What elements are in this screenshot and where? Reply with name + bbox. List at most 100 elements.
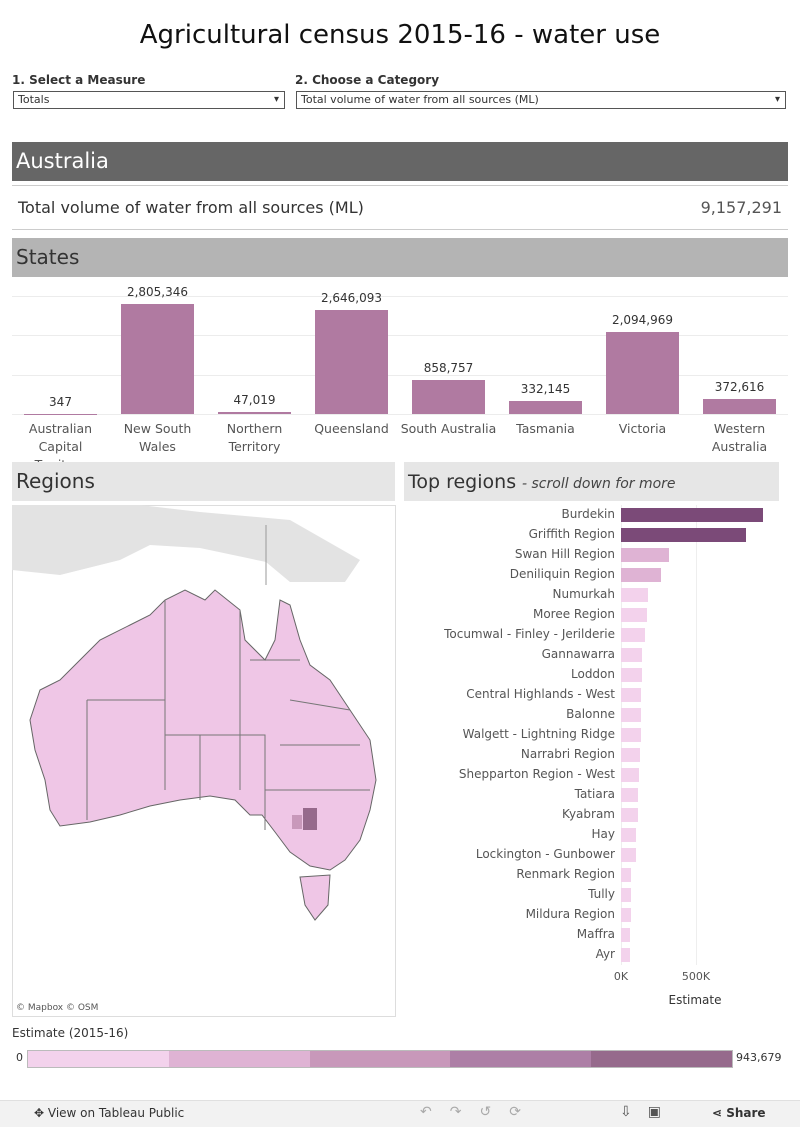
category-label: Mildura Region xyxy=(525,907,615,921)
bar xyxy=(621,848,636,862)
bar xyxy=(605,331,680,414)
toolbar-icons[interactable]: ⇩▣ xyxy=(620,1104,677,1120)
category-label: Hay xyxy=(591,827,615,841)
category-label: Queensland xyxy=(314,421,389,436)
bar xyxy=(621,508,763,522)
category-label: New South Wales xyxy=(123,421,192,454)
category-label: Tocumwal - Finley - Jerilderie xyxy=(444,627,615,641)
grid-line xyxy=(12,335,788,337)
category-label: Tully xyxy=(588,887,615,901)
category-label: Griffith Region xyxy=(528,527,615,541)
bar xyxy=(508,400,583,414)
bar xyxy=(621,688,641,702)
region-highlight xyxy=(303,808,317,830)
grid-line xyxy=(696,505,697,965)
value-label: 332,145 xyxy=(520,381,571,396)
bar xyxy=(120,303,195,414)
bar xyxy=(621,648,642,662)
category-label: Western Australia xyxy=(711,421,768,454)
bar xyxy=(621,608,647,622)
bar xyxy=(621,868,632,882)
share-text[interactable]: Share xyxy=(726,1106,766,1120)
footer xyxy=(0,1100,800,1127)
value-label: 2,646,093 xyxy=(320,290,383,305)
category-label: Tasmania xyxy=(516,421,575,436)
filter-dropdown[interactable]: Totals xyxy=(13,91,285,109)
category-label: Numurkah xyxy=(552,587,615,601)
bar xyxy=(621,888,632,902)
filter-label: 1. Select a Measure xyxy=(12,73,146,87)
section-header: Australia xyxy=(12,142,788,181)
value-label: 858,757 xyxy=(423,361,474,376)
category-label: Narrabri Region xyxy=(520,747,615,761)
category-label: Maffra xyxy=(576,927,615,941)
bar xyxy=(621,768,639,782)
bar xyxy=(621,828,636,842)
summary-measure: Total volume of water from all sources (… xyxy=(18,198,364,217)
bar xyxy=(621,808,638,822)
footer-link-text[interactable]: View on Tableau Public xyxy=(47,1106,185,1120)
bar xyxy=(621,528,746,542)
map-attribution: © Mapbox © OSM xyxy=(16,1003,99,1013)
bar xyxy=(621,928,630,942)
bar xyxy=(621,568,662,582)
bar xyxy=(621,948,630,962)
icon: ✥ xyxy=(34,1106,48,1120)
icon: ⋖ xyxy=(712,1106,727,1120)
category-label: Gannawarra xyxy=(541,647,615,661)
category-label: Burdekin xyxy=(561,507,615,521)
region-highlight xyxy=(292,815,302,829)
tasmania-shape xyxy=(299,874,331,921)
footer-link[interactable]: ✥ View on Tableau Public xyxy=(34,1106,184,1120)
category-label: South Australia xyxy=(400,421,497,436)
value-label: 2,094,969 xyxy=(611,312,674,327)
category-label: Walgett - Lightning Ridge xyxy=(462,727,615,741)
category-label: Central Highlands - West xyxy=(466,687,615,701)
value-label: 347 xyxy=(49,394,72,409)
page-title: Agricultural census 2015-16 - water use xyxy=(139,20,661,50)
bar xyxy=(621,548,669,562)
grid-line xyxy=(12,374,788,376)
bar xyxy=(621,748,641,762)
filter-label: 2. Choose a Category xyxy=(295,73,440,87)
x-tick-label: 500K xyxy=(681,970,711,983)
legend-max: 943,679 xyxy=(736,1051,782,1064)
share-button[interactable]: ⋖ Share xyxy=(712,1106,766,1120)
value-label: 372,616 xyxy=(714,380,765,395)
category-label: Tatiara xyxy=(574,787,615,801)
summary-value: 9,157,291 xyxy=(700,198,782,217)
legend-title: Estimate (2015-16) xyxy=(12,1026,129,1040)
category-label: Deniliquin Region xyxy=(509,567,615,581)
category-label: Balonne xyxy=(566,707,615,721)
legend-step xyxy=(309,1051,451,1067)
category-label: Moree Region xyxy=(532,607,615,621)
x-tick-label: 0K xyxy=(613,970,629,983)
bar xyxy=(217,412,292,414)
value-label: 2,805,346 xyxy=(126,284,189,299)
top-regions-chart: 0K 500K Burdekin Griffith Region Swan Hill R… xyxy=(444,505,763,983)
region-borders xyxy=(86,600,370,830)
category-label: Lockington - Gunbower xyxy=(475,847,615,861)
bar xyxy=(621,708,641,722)
legend-step xyxy=(28,1051,169,1067)
section-header xyxy=(404,462,779,501)
bar xyxy=(621,628,645,642)
section-header: Regions xyxy=(12,462,395,501)
land xyxy=(12,505,360,582)
legend-step xyxy=(168,1051,310,1067)
category-label: Kyabram xyxy=(561,807,615,821)
toolbar-icons: ↶↷↺⟳ xyxy=(420,1104,539,1120)
value-label: 47,019 xyxy=(233,393,276,408)
legend-ramp xyxy=(27,1050,733,1068)
category-label: Ayr xyxy=(595,947,615,961)
bar xyxy=(621,588,648,602)
filter-dropdown[interactable]: Total volume of water from all sources (… xyxy=(296,91,786,109)
summary-row xyxy=(12,185,788,230)
category-label: Shepparton Region - West xyxy=(458,767,615,781)
section-header: States xyxy=(12,238,788,277)
legend-min: 0 xyxy=(16,1051,23,1064)
legend-step xyxy=(591,1051,732,1067)
category-label: Renmark Region xyxy=(516,867,615,881)
bar xyxy=(621,908,632,922)
